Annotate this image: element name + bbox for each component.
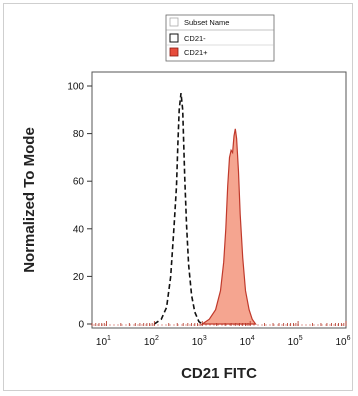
x-tick-base: 10 <box>240 337 252 348</box>
legend-title: Subset Name <box>184 18 229 27</box>
x-tick-base: 10 <box>96 337 108 348</box>
y-tick-label: 80 <box>73 129 85 140</box>
y-axis-ticks: 0 20 40 60 80 100 <box>67 82 92 331</box>
x-tick-exponent: 6 <box>347 335 351 342</box>
x-tick-label: 106 <box>335 335 350 348</box>
x-axis-title: CD21 FITC <box>181 365 257 382</box>
legend-entry-cd21-pos: CD21+ <box>184 48 208 57</box>
x-tick-exponent: 5 <box>299 335 303 342</box>
legend-swatch-cd21-neg <box>169 33 179 43</box>
x-tick-exponent: 4 <box>251 335 255 342</box>
legend-box <box>165 14 275 62</box>
x-tick-label: 101 <box>96 335 111 348</box>
legend: Subset Name CD21- CD21+ <box>165 14 275 62</box>
series-line-cd21-neg <box>153 93 203 325</box>
y-axis-title: Normalized To Mode <box>21 127 38 273</box>
y-tick-label: 20 <box>73 272 85 283</box>
y-tick-label: 100 <box>67 82 84 93</box>
legend-swatch-cd21-pos <box>169 47 179 57</box>
x-axis-ticks: 101 102 103 104 105 106 <box>91 321 351 348</box>
x-tick-exponent: 2 <box>155 335 159 342</box>
plot-area <box>91 71 347 329</box>
series-area-cd21-pos <box>200 128 257 325</box>
y-tick-label: 0 <box>78 320 84 331</box>
legend-title-swatch <box>169 17 179 27</box>
x-tick-base: 10 <box>144 337 156 348</box>
x-tick-base: 10 <box>288 337 300 348</box>
y-tick-label: 40 <box>73 224 85 235</box>
x-tick-base: 10 <box>192 337 204 348</box>
x-tick-exponent: 3 <box>203 335 207 342</box>
x-tick-label: 103 <box>192 335 207 348</box>
series-layer <box>93 93 345 326</box>
legend-entry-cd21-neg: CD21- <box>184 34 206 43</box>
y-tick-label: 60 <box>73 177 85 188</box>
x-tick-label: 105 <box>288 335 303 348</box>
x-tick-label: 102 <box>144 335 159 348</box>
x-tick-exponent: 1 <box>107 335 111 342</box>
x-tick-base: 10 <box>335 337 347 348</box>
x-tick-label: 104 <box>240 335 255 348</box>
